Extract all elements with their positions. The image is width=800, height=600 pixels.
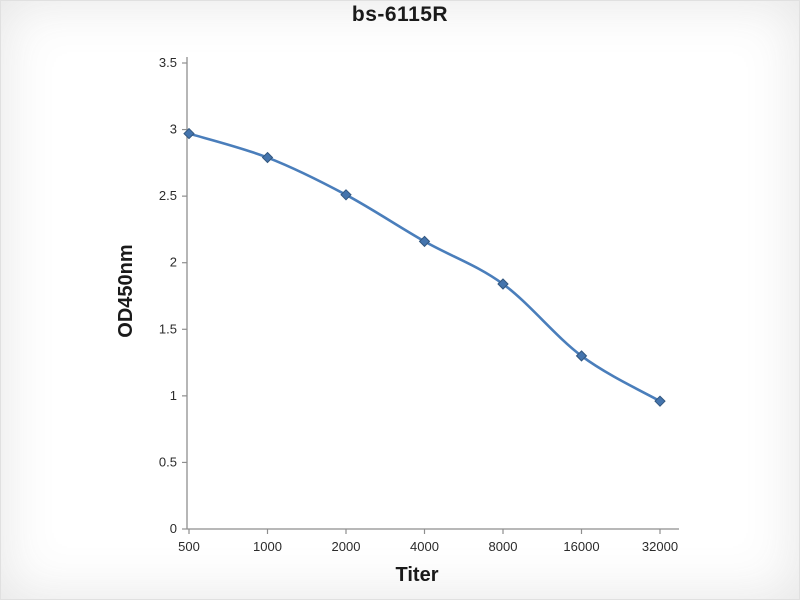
y-tick-label: 0 (170, 521, 177, 536)
y-tick-label: 1.5 (159, 321, 177, 336)
y-tick-label: 2 (170, 255, 177, 270)
y-tick-label: 3 (170, 122, 177, 137)
data-point-marker (183, 127, 195, 140)
x-tick-label: 1000 (253, 539, 282, 554)
data-point-marker (575, 350, 588, 362)
y-tick-label: 2.5 (159, 188, 177, 203)
x-tick-label: 8000 (489, 539, 518, 554)
x-tick-label: 32000 (642, 539, 678, 554)
y-tick-label: 1 (170, 388, 177, 403)
x-tick-label: 500 (178, 539, 200, 554)
x-axis-label: Titer (395, 564, 439, 586)
chart-title: bs-6115R (351, 3, 449, 26)
data-point-marker (654, 395, 666, 407)
data-point-marker (418, 235, 431, 248)
data-point-marker (340, 189, 352, 201)
data-line (187, 132, 662, 403)
x-tick-label: 16000 (563, 539, 599, 554)
y-tick-label: 3.5 (159, 55, 177, 70)
y-tick-label: 0.5 (159, 454, 177, 469)
x-tick-label: 2000 (332, 539, 361, 554)
x-tick-label: 4000 (410, 539, 439, 554)
data-point-marker (261, 151, 274, 164)
data-point-marker (497, 278, 509, 290)
